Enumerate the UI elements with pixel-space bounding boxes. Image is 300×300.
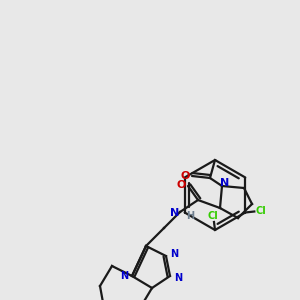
Text: O: O xyxy=(180,171,190,181)
Text: N: N xyxy=(170,249,178,259)
Text: N: N xyxy=(174,273,182,283)
Text: Cl: Cl xyxy=(256,206,267,215)
Text: Cl: Cl xyxy=(208,211,218,221)
Text: N: N xyxy=(220,178,230,188)
Text: N: N xyxy=(120,271,128,281)
Text: O: O xyxy=(176,180,186,190)
Text: H: H xyxy=(186,211,194,221)
Text: N: N xyxy=(170,208,180,218)
